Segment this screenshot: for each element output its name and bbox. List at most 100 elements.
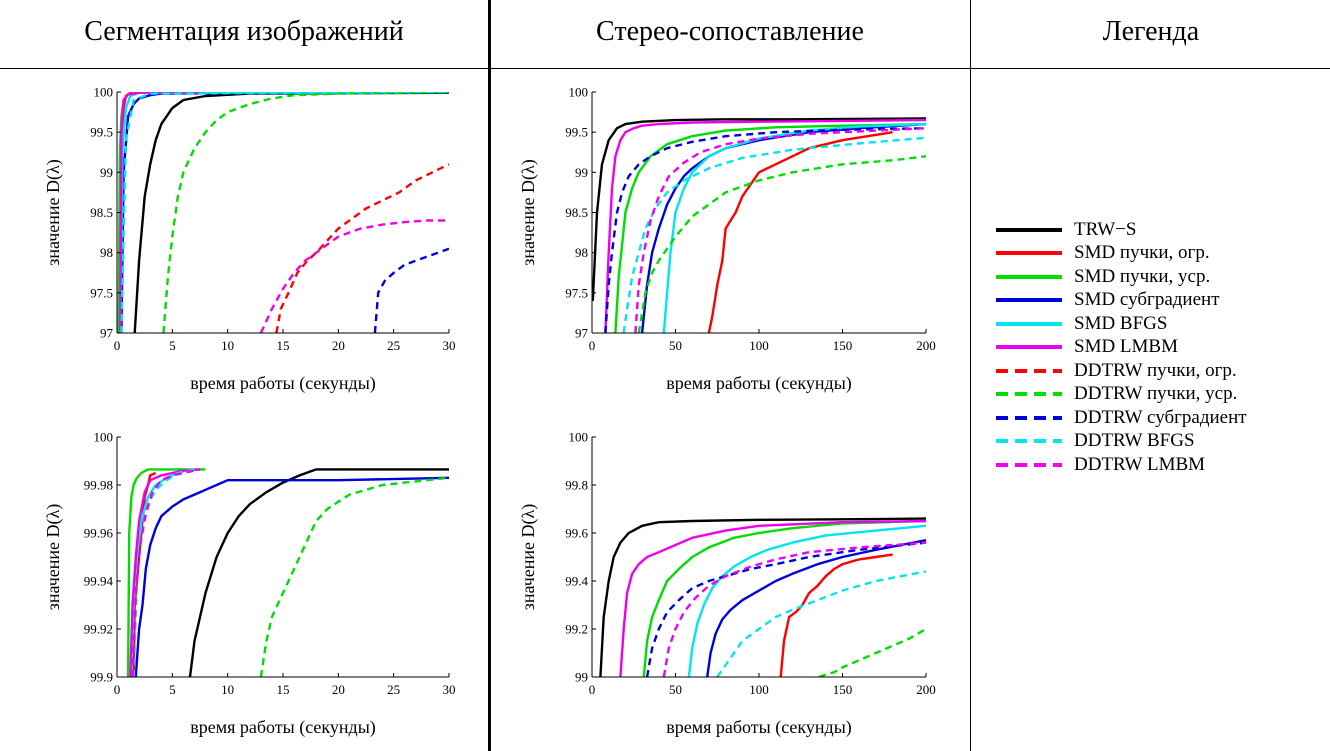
y-axis-label: значение D(λ) (43, 504, 64, 611)
x-tick-label: 200 (916, 682, 936, 697)
legend-swatch (996, 321, 1062, 326)
series-line-segmentation-top (275, 163, 449, 333)
y-tick-label: 99.4 (565, 574, 588, 589)
legend: TRW−S SMD пучки, огр. SMD пучки, уср. SMD с… (994, 218, 1247, 477)
series-line-stereo-top (637, 155, 926, 333)
y-tick-label: 99 (575, 165, 588, 180)
x-tick-label: 0 (589, 682, 596, 697)
y-tick-label: 99.98 (84, 478, 113, 493)
x-axis-label: время работы (секунды) (190, 717, 376, 738)
series-line-stereo-bottom (619, 519, 926, 677)
legend-label: DDTRW пучки, огр. (1074, 359, 1237, 381)
y-axis-label: значение D(λ) (43, 159, 64, 266)
y-tick-label: 99.6 (565, 526, 588, 541)
header-legend: Легенда (1102, 16, 1200, 47)
x-axis-label: время работы (секунды) (666, 717, 852, 738)
series-line-stereo-bottom (599, 517, 926, 677)
x-tick-label: 50 (669, 338, 682, 353)
series-line-stereo-bottom (642, 519, 926, 677)
x-tick-label: 5 (169, 682, 176, 697)
series-line-segmentation-top (133, 92, 449, 333)
y-tick-label: 99.5 (565, 125, 588, 140)
series-line-stereo-bottom (779, 553, 893, 677)
series-line-stereo-top (592, 117, 926, 301)
series-line-segmentation-top (120, 92, 449, 333)
series-line-stereo-top (622, 136, 926, 333)
y-tick-label: 98 (100, 245, 113, 260)
x-tick-label: 25 (387, 682, 400, 697)
x-tick-label: 0 (114, 338, 121, 353)
header-stereo: Стерео-сопоставление (596, 16, 864, 47)
series-line-segmentation-top (259, 219, 449, 333)
x-tick-label: 5 (169, 338, 176, 353)
x-tick-label: 25 (387, 338, 400, 353)
x-tick-label: 15 (277, 682, 290, 697)
legend-label: SMD LMBM (1074, 336, 1178, 358)
x-tick-label: 100 (749, 682, 769, 697)
x-tick-label: 150 (833, 338, 853, 353)
y-tick-label: 100 (569, 85, 589, 100)
x-tick-label: 0 (114, 682, 121, 697)
series-line-segmentation-top (120, 92, 449, 333)
legend-swatch (996, 368, 1062, 373)
column-divider-2 (970, 0, 971, 751)
y-axis-label: значение D(λ) (518, 504, 539, 611)
x-tick-label: 10 (221, 682, 234, 697)
x-tick-label: 15 (277, 338, 290, 353)
series-line-segmentation-top (162, 92, 449, 333)
column-divider-1 (488, 0, 491, 751)
legend-label: DDTRW субградиент (1074, 406, 1247, 428)
y-tick-label: 99.94 (84, 574, 114, 589)
y-tick-label: 100 (94, 430, 114, 445)
legend-item: DDTRW LMBM (994, 453, 1247, 477)
series-line-stereo-top (604, 118, 926, 333)
legend-label: DDTRW BFGS (1074, 430, 1195, 452)
legend-item: SMD LMBM (994, 336, 1247, 360)
header-divider (0, 68, 1330, 69)
series-line-stereo-top (634, 127, 926, 333)
legend-item: TRW−S (994, 218, 1247, 242)
x-tick-label: 0 (589, 338, 596, 353)
y-tick-label: 98 (575, 245, 588, 260)
x-tick-label: 20 (332, 682, 345, 697)
legend-label: SMD пучки, огр. (1074, 242, 1210, 264)
y-tick-label: 97.5 (565, 285, 588, 300)
series-line-segmentation-top (119, 92, 449, 333)
x-tick-label: 200 (916, 338, 936, 353)
legend-item: DDTRW субградиент (994, 406, 1247, 430)
legend-item: SMD пучки, уср. (994, 265, 1247, 289)
legend-swatch (996, 392, 1062, 397)
y-tick-label: 99.9 (90, 670, 113, 685)
legend-swatch (996, 251, 1062, 256)
legend-label: SMD субградиент (1074, 289, 1220, 311)
y-tick-label: 97 (100, 326, 114, 341)
y-tick-label: 99.8 (565, 478, 588, 493)
y-tick-label: 97 (575, 326, 589, 341)
series-line-segmentation-bottom (129, 468, 201, 677)
x-tick-label: 150 (833, 682, 853, 697)
y-tick-label: 98.5 (90, 205, 113, 220)
series-line-segmentation-bottom (126, 468, 206, 677)
legend-swatch (996, 227, 1062, 232)
y-tick-label: 99.96 (84, 526, 114, 541)
series-line-stereo-bottom (818, 627, 926, 677)
y-tick-label: 100 (569, 430, 589, 445)
y-tick-label: 97.5 (90, 285, 113, 300)
y-tick-label: 98.5 (565, 205, 588, 220)
series-line-segmentation-bottom (188, 468, 449, 677)
series-line-segmentation-bottom (134, 476, 449, 677)
legend-item: DDTRW пучки, уср. (994, 383, 1247, 407)
y-tick-label: 99 (575, 670, 588, 685)
legend-swatch (996, 439, 1062, 444)
x-tick-label: 30 (443, 682, 456, 697)
x-tick-label: 50 (669, 682, 682, 697)
x-axis-label: время работы (секунды) (666, 373, 852, 394)
series-line-segmentation-bottom (259, 476, 449, 677)
legend-label: SMD пучки, уср. (1074, 265, 1211, 287)
series-line-stereo-top (614, 122, 926, 333)
legend-swatch (996, 298, 1062, 303)
legend-swatch (996, 415, 1062, 420)
x-axis-label: время работы (секунды) (190, 373, 376, 394)
x-tick-label: 10 (221, 338, 234, 353)
